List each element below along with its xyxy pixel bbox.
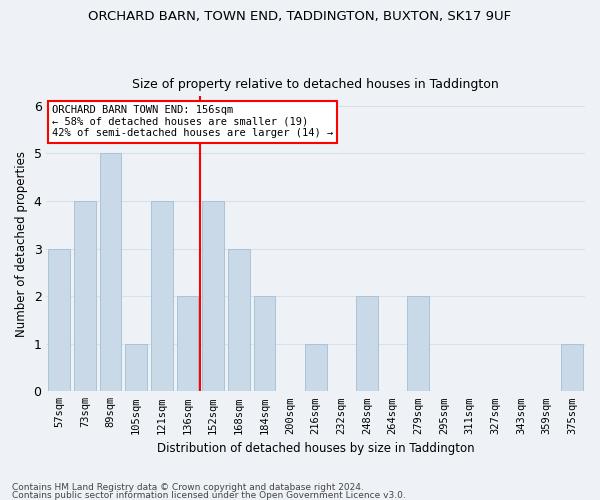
Bar — [202, 201, 224, 392]
Bar — [74, 201, 96, 392]
Bar — [254, 296, 275, 392]
Bar — [176, 296, 199, 392]
Text: ORCHARD BARN TOWN END: 156sqm
← 58% of detached houses are smaller (19)
42% of s: ORCHARD BARN TOWN END: 156sqm ← 58% of d… — [52, 105, 333, 138]
Bar — [151, 201, 173, 392]
Bar — [305, 344, 326, 392]
Bar — [49, 248, 70, 392]
Text: Contains public sector information licensed under the Open Government Licence v3: Contains public sector information licen… — [12, 490, 406, 500]
Bar — [228, 248, 250, 392]
Bar — [561, 344, 583, 392]
X-axis label: Distribution of detached houses by size in Taddington: Distribution of detached houses by size … — [157, 442, 475, 455]
Title: Size of property relative to detached houses in Taddington: Size of property relative to detached ho… — [133, 78, 499, 91]
Bar — [100, 154, 121, 392]
Text: Contains HM Land Registry data © Crown copyright and database right 2024.: Contains HM Land Registry data © Crown c… — [12, 484, 364, 492]
Y-axis label: Number of detached properties: Number of detached properties — [15, 151, 28, 337]
Bar — [407, 296, 429, 392]
Bar — [356, 296, 378, 392]
Bar — [125, 344, 147, 392]
Text: ORCHARD BARN, TOWN END, TADDINGTON, BUXTON, SK17 9UF: ORCHARD BARN, TOWN END, TADDINGTON, BUXT… — [88, 10, 512, 23]
